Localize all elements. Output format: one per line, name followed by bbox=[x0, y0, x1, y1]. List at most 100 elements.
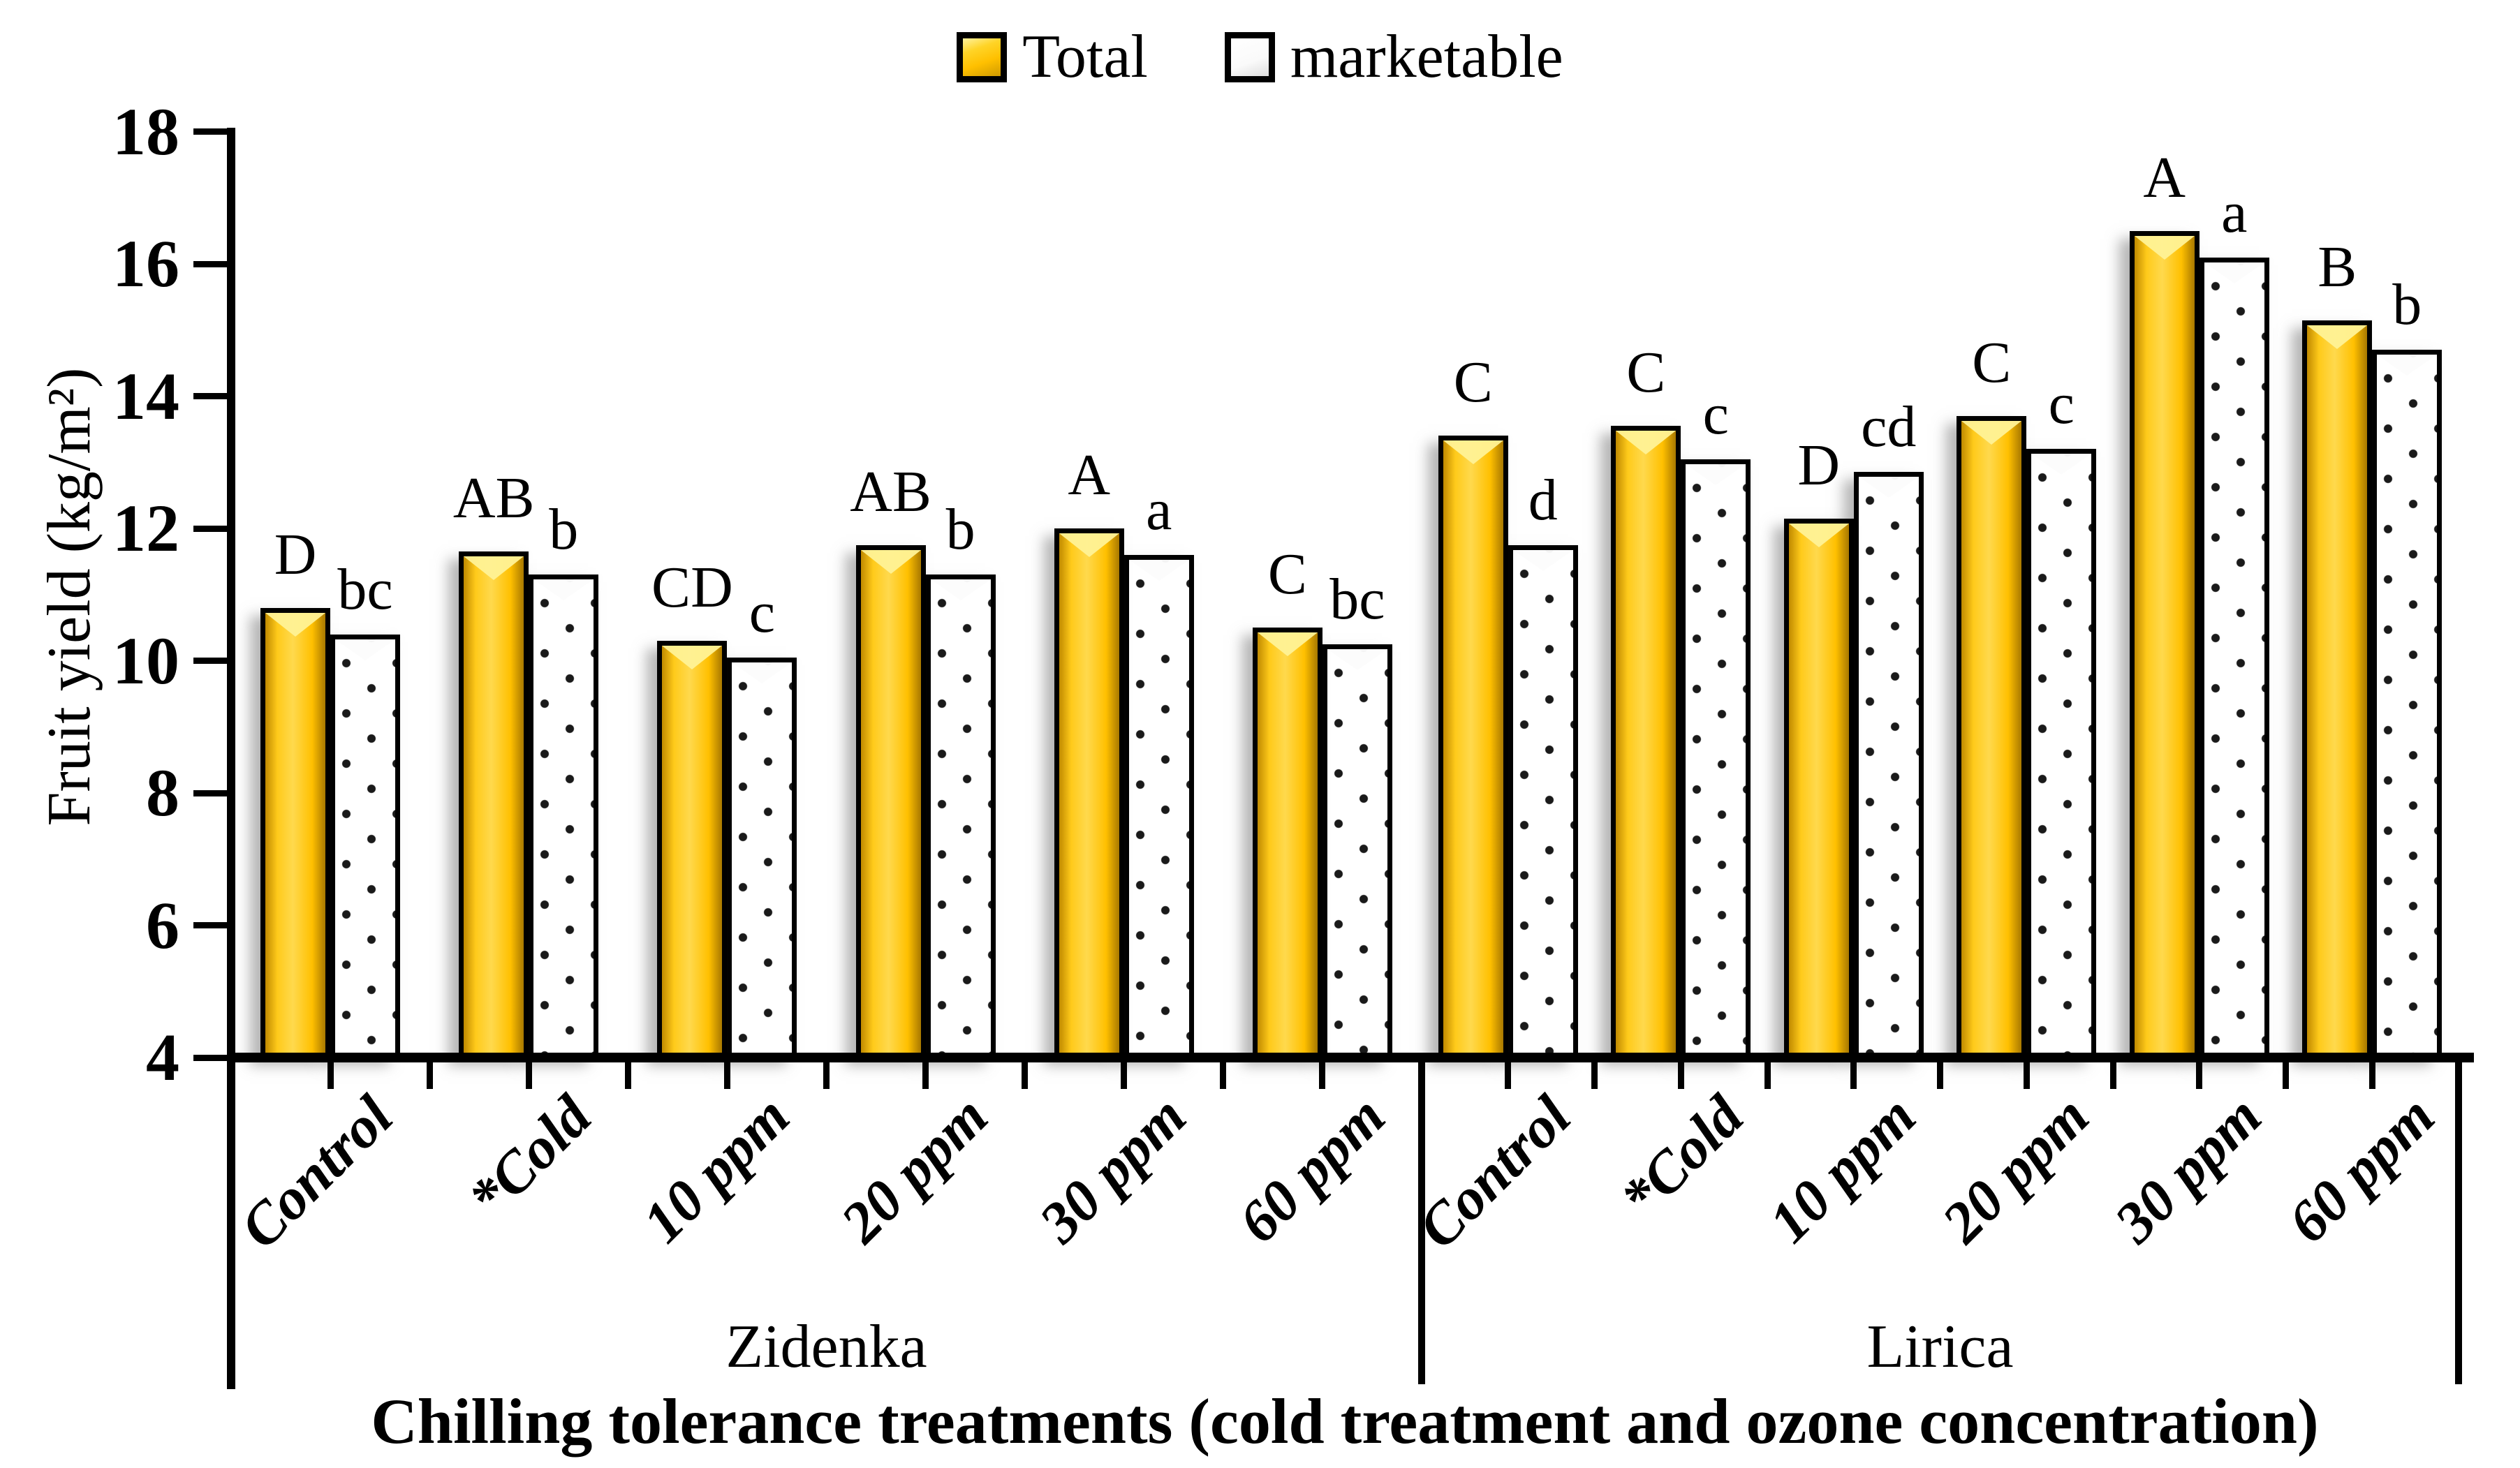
category-label: *Cold bbox=[1608, 1083, 1756, 1231]
bar-marketable bbox=[1123, 554, 1194, 1058]
bar-marketable bbox=[727, 657, 797, 1058]
sig-letter-total: CD bbox=[651, 555, 733, 621]
sig-letter-total: C bbox=[1972, 329, 2012, 395]
category-label: 60 ppm bbox=[2275, 1083, 2447, 1256]
sig-letter-total: A bbox=[2143, 144, 2186, 210]
x-tick bbox=[327, 1062, 334, 1089]
bar-marketable bbox=[1322, 644, 1392, 1058]
bar-top-bevel bbox=[2377, 355, 2438, 376]
bar-top-bevel bbox=[464, 556, 524, 581]
total-swatch-fill bbox=[963, 38, 1001, 76]
sig-letter-marketable: a bbox=[1146, 477, 1172, 542]
marketable-swatch-fill bbox=[1230, 38, 1269, 76]
x-tick bbox=[2196, 1062, 2203, 1089]
y-tick-label: 8 bbox=[146, 755, 179, 830]
legend-label-total: Total bbox=[1022, 23, 1148, 91]
total-swatch-icon bbox=[957, 32, 1008, 82]
sig-letter-total: C bbox=[1267, 542, 1307, 607]
bar-top-bevel bbox=[1059, 533, 1119, 557]
marketable-swatch-icon bbox=[1224, 32, 1275, 82]
y-tick-label: 12 bbox=[112, 491, 179, 565]
bar-top-bevel bbox=[335, 639, 396, 660]
sig-letter-total: C bbox=[1626, 340, 1666, 406]
y-tick-label: 16 bbox=[112, 226, 179, 301]
bar-marketable bbox=[2199, 257, 2269, 1058]
bar-top-bevel bbox=[662, 646, 723, 670]
x-tick bbox=[1022, 1062, 1029, 1089]
bar-top-bevel bbox=[1128, 559, 1189, 581]
legend-label-marketable: marketable bbox=[1290, 23, 1563, 91]
y-tick bbox=[193, 789, 227, 796]
sig-letter-total: B bbox=[2318, 234, 2357, 299]
y-tick-label: 4 bbox=[146, 1020, 179, 1095]
sig-letter-total: D bbox=[274, 521, 317, 587]
y-tick-label: 6 bbox=[146, 887, 179, 963]
sig-letter-total: A bbox=[1068, 443, 1111, 507]
category-label: 30 ppm bbox=[2102, 1083, 2274, 1256]
sig-letter-total: AB bbox=[850, 459, 931, 524]
y-tick bbox=[193, 922, 227, 928]
y-tick bbox=[193, 128, 227, 135]
bar-total bbox=[459, 551, 529, 1058]
bar-total bbox=[1957, 415, 2027, 1058]
category-label: 30 ppm bbox=[1027, 1083, 1199, 1256]
bar-top-bevel bbox=[2134, 235, 2195, 260]
bar-marketable bbox=[2026, 449, 2097, 1058]
x-axis-line bbox=[227, 1053, 2474, 1062]
bar-top-bevel bbox=[1257, 632, 1318, 657]
bar-marketable bbox=[1508, 544, 1578, 1058]
legend: Total marketable bbox=[0, 27, 2520, 88]
legend-item-total: Total bbox=[957, 27, 1148, 88]
category-label: Control bbox=[228, 1083, 406, 1261]
x-tick bbox=[2283, 1062, 2289, 1089]
group-label: Zidenka bbox=[725, 1313, 927, 1381]
category-label: 20 ppm bbox=[1929, 1083, 2102, 1256]
y-axis-line bbox=[227, 128, 235, 1389]
x-tick bbox=[525, 1062, 532, 1089]
bar-top-bevel bbox=[1443, 440, 1503, 465]
bar-marketable bbox=[2372, 350, 2442, 1058]
x-tick bbox=[723, 1062, 730, 1089]
bar-top-bevel bbox=[1616, 431, 1677, 455]
sig-letter-total: D bbox=[1797, 432, 1841, 498]
category-label: 10 ppm bbox=[631, 1083, 802, 1256]
x-tick bbox=[823, 1062, 830, 1089]
bar-marketable bbox=[1681, 459, 1751, 1058]
bar-total bbox=[260, 607, 331, 1058]
bar-total bbox=[855, 544, 926, 1058]
x-tick bbox=[1121, 1062, 1128, 1089]
bar-top-bevel bbox=[1512, 549, 1573, 571]
group-separator bbox=[2455, 1053, 2462, 1384]
bar-marketable bbox=[330, 634, 401, 1058]
bar-total bbox=[2302, 320, 2373, 1058]
bar-top-bevel bbox=[2031, 454, 2092, 475]
bar-total bbox=[1611, 426, 1681, 1058]
bar-top-bevel bbox=[732, 662, 793, 683]
bar-marketable bbox=[529, 574, 599, 1058]
x-tick bbox=[426, 1062, 433, 1089]
x-tick bbox=[922, 1062, 929, 1089]
y-tick bbox=[193, 658, 227, 664]
x-tick bbox=[228, 1062, 235, 1089]
bar-top-bevel bbox=[533, 579, 594, 601]
sig-letter-marketable: b bbox=[945, 497, 975, 563]
x-tick bbox=[2109, 1062, 2116, 1089]
x-tick bbox=[1591, 1062, 1598, 1089]
sig-letter-marketable: bc bbox=[337, 556, 393, 622]
bar-top-bevel bbox=[1686, 464, 1746, 485]
bar-top-bevel bbox=[1961, 420, 2022, 445]
sig-letter-marketable: b bbox=[2392, 272, 2422, 338]
bar-top-bevel bbox=[1858, 477, 1919, 498]
x-tick bbox=[624, 1062, 631, 1089]
y-tick bbox=[193, 525, 227, 532]
sig-letter-marketable: b bbox=[549, 497, 579, 563]
x-tick bbox=[1677, 1062, 1684, 1089]
group-separator bbox=[1418, 1053, 1425, 1384]
bar-total bbox=[1054, 528, 1124, 1058]
bar-total bbox=[1252, 628, 1322, 1058]
x-tick bbox=[1418, 1062, 1425, 1089]
bar-total bbox=[1438, 436, 1508, 1058]
y-tick-label: 14 bbox=[112, 358, 179, 433]
sig-letter-marketable: a bbox=[2221, 179, 2248, 245]
bar-total bbox=[657, 641, 728, 1058]
